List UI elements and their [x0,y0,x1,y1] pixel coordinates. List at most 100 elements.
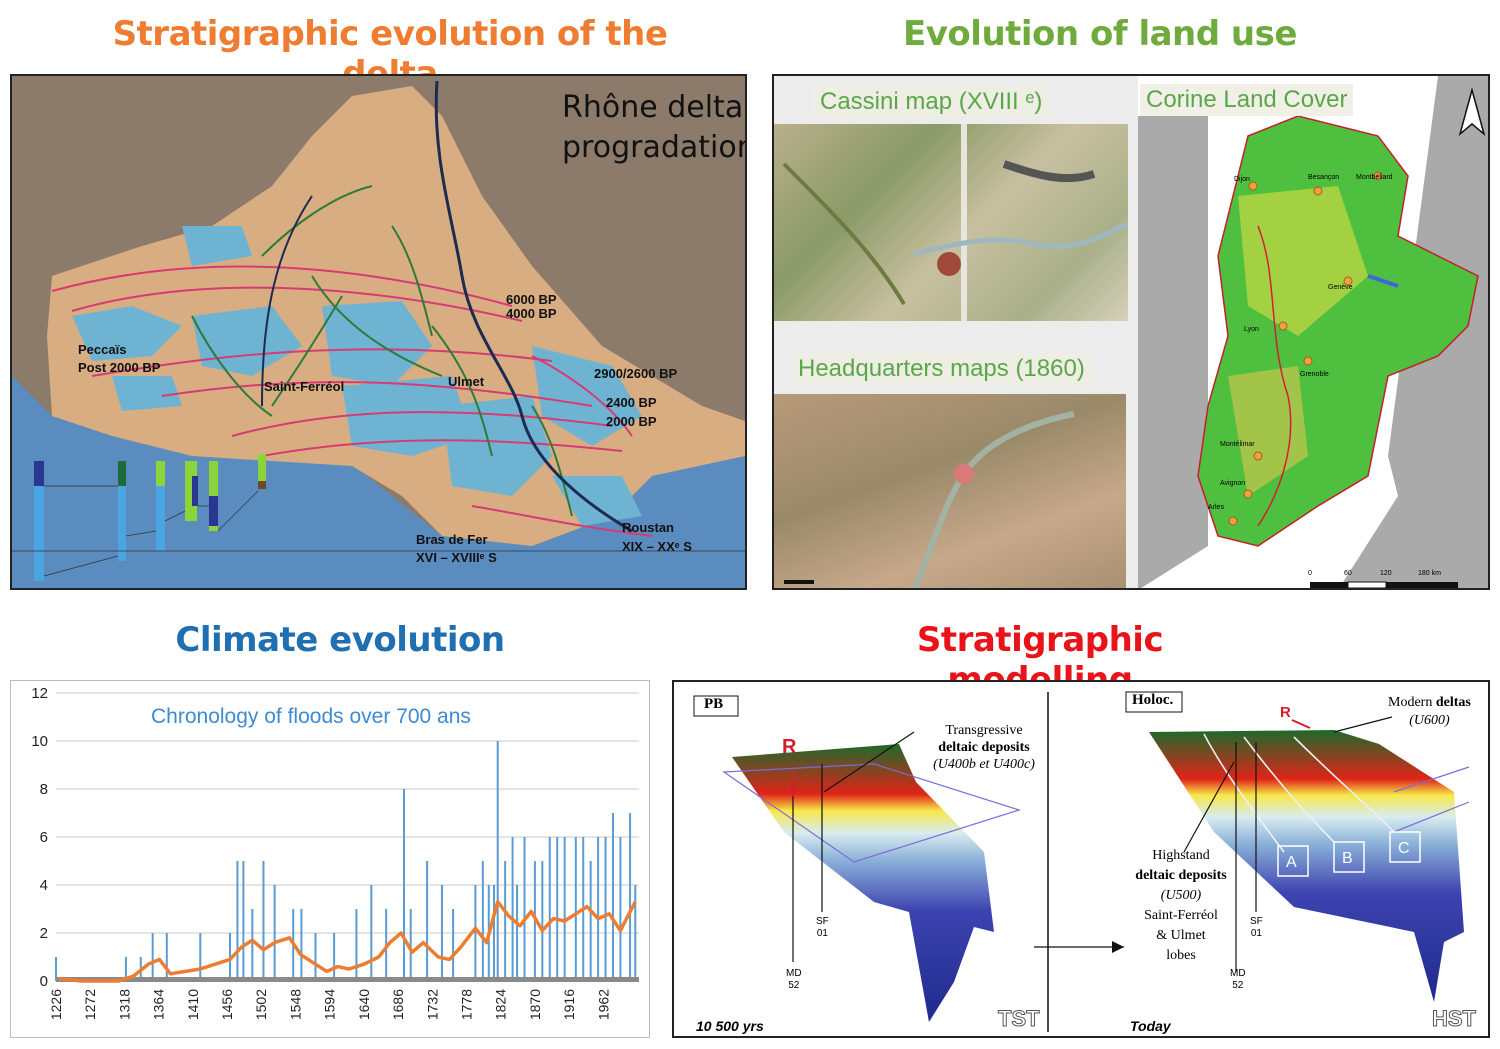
flood-bar [504,861,507,981]
flood-bar [273,885,276,981]
flood-bar [496,741,499,981]
x-tick-label: 1594 [322,989,338,1020]
sf-left-text: SF [816,916,829,927]
label-roustan-period: XIX – XXᵉ S [622,539,692,554]
flood-bar [563,837,566,981]
flood-bar [589,861,592,981]
modelling-figure [693,691,1470,1032]
box-c-label: C [1398,840,1410,857]
x-tick-label: 1364 [151,989,167,1020]
x-tick-label: 1824 [493,989,509,1020]
modern-deltas-line: Modern deltas [1388,694,1471,712]
flood-bar [629,813,632,981]
north-arrow-icon [1458,87,1486,137]
label-ulmet: Ulmet [448,374,485,389]
sf-left-num: 01 [816,928,828,939]
x-tick-label: 1686 [390,989,406,1020]
flood-bar [634,885,637,981]
city-grenoble: Grenoble [1300,371,1329,378]
y-tick-label: 8 [40,781,48,798]
corine-map-figure [1138,76,1488,588]
delta-map-panel: Rhône delta progradation 6000 BP 4000 BP… [10,74,747,590]
flood-bar [236,861,239,981]
r-left-label: R [782,736,797,758]
sf-right-label: SF 01 [1250,916,1263,940]
md-right-text: MD [1230,968,1246,979]
city-montelimar: Montélimar [1220,441,1255,448]
flood-bar [124,957,127,981]
x-tick-label: 1732 [424,989,440,1020]
flood-bar [611,813,614,981]
y-tick-label: 0 [40,973,48,990]
y-tick-label: 12 [31,685,48,702]
flood-bar [548,837,551,981]
ulmet-lobes-text: & Ulmet [1156,928,1206,943]
flood-bar [452,909,455,981]
highstand-text: Highstand [1152,848,1210,863]
flood-bar [199,933,202,981]
scale-60: 60 [1344,570,1352,577]
y-tick-label: 2 [40,925,48,942]
u400-text: (U400b et U400c) [933,757,1035,772]
flood-bar [511,837,514,981]
years-left-label: 10 500 yrs [696,1018,764,1034]
land-use-panel: Cassini map (XVIII ᵉ) Headquarters maps … [772,74,1490,590]
city-montbeliard: Montbéliard [1356,174,1393,181]
flood-chart: 0 2 4 6 8 10 12 1226 1272 1318 1364 1410 1456 1502 154… [31,685,639,1020]
x-tick-label: 1226 [48,989,64,1020]
deltas-text: deltas [1435,695,1471,710]
city-avignon: Avignon [1220,480,1246,487]
scale-0: 0 [1308,570,1312,577]
transgressive-text: Transgressive [945,723,1023,738]
hst-label: HST [1432,1006,1477,1032]
flood-bar [516,885,519,981]
flood-bar [251,909,254,981]
highstand-deltaic-text: deltaic deposits [1135,868,1227,883]
flood-bar [597,837,600,981]
today-label: Today [1130,1018,1171,1034]
flood-bar [409,909,412,981]
x-tick-label: 1640 [356,989,372,1020]
city-besancon: Besançon [1308,174,1340,181]
sf-lobes-text: Saint-Ferréol [1144,908,1218,923]
transgressive-label: Transgressive deltaic deposits (U400b et… [914,722,1054,773]
cassini-map-detail [782,124,1129,321]
flood-bar [492,885,495,981]
x-tick-label: 1502 [253,989,269,1020]
label-peccais: Peccaïs [78,342,127,357]
delta-map-title: Rhône delta progradation [562,88,745,168]
flood-trend-line [58,900,637,983]
climate-title: Climate evolution [175,620,505,660]
u500-text: (U500) [1160,888,1202,903]
u600-text: (U600) [1409,713,1450,728]
r-right-label: R [1280,704,1291,721]
flood-bar [604,837,607,981]
md-right-num: 52 [1232,980,1244,991]
scale-180: 180 km [1418,570,1441,577]
x-tick-label: 1456 [219,989,235,1020]
label-roustan: Roustan [622,520,674,535]
box-a-label: A [1286,854,1297,871]
flood-bar [403,789,406,981]
city-arles: Arles [1208,504,1224,511]
box-b-label: B [1342,850,1353,867]
city-lyon: Lyon [1244,326,1259,333]
flood-bar [440,885,443,981]
flood-chart-panel: 0 2 4 6 8 10 12 1226 1272 1318 1364 1410 1456 1502 154… [10,680,650,1038]
flood-bar [474,885,477,981]
flood-bar [556,837,559,981]
scale-120: 120 [1380,570,1392,577]
y-tick-label: 6 [40,829,48,846]
flood-bar [314,933,317,981]
delta-map-title-line1: Rhône delta [562,90,744,125]
flood-bar [55,957,57,981]
x-tick-label: 1410 [185,989,201,1020]
label-bras-period: XVI – XVIIIᵉ S [416,550,497,565]
cassini-map-label: Cassini map (XVIII ᵉ) [814,86,1049,118]
y-tick-label: 4 [40,877,48,894]
flood-bar [165,933,168,981]
corine-map: Corine Land Cover Dijon Besançon Montbél… [1138,76,1488,588]
flood-bar [481,861,484,981]
sf-right-text: SF [1250,916,1263,927]
lobes-text: lobes [1166,948,1196,963]
